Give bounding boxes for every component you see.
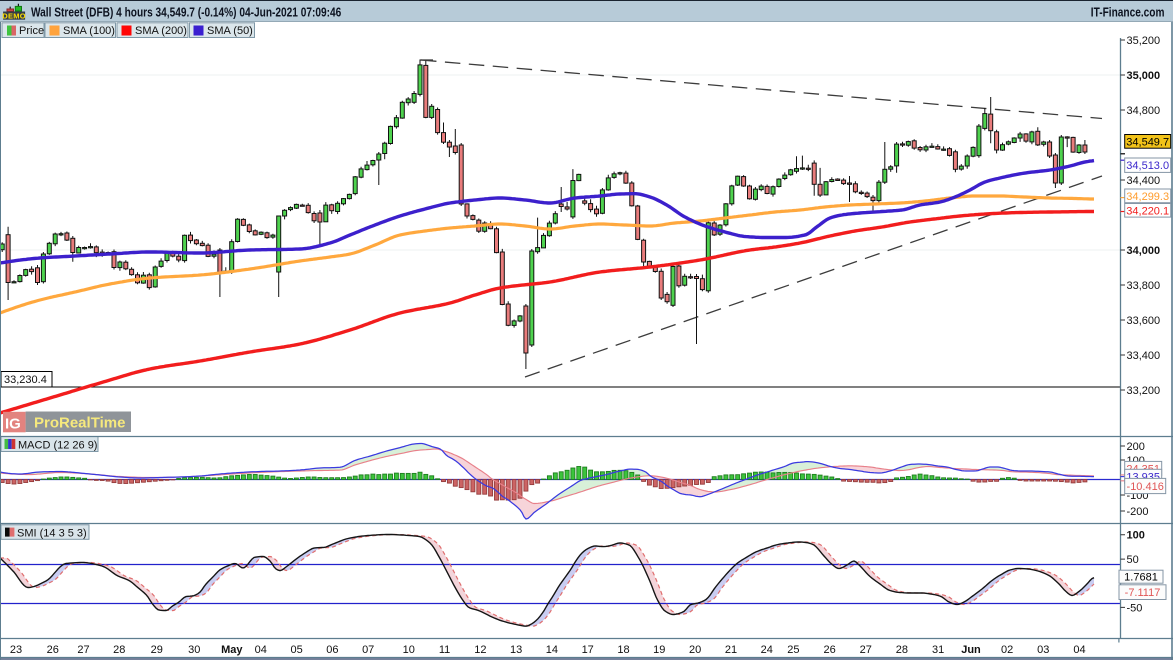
- svg-text:12: 12: [474, 644, 486, 656]
- svg-text:33,400: 33,400: [1127, 350, 1161, 362]
- svg-text:23: 23: [10, 644, 22, 656]
- svg-text:10: 10: [403, 644, 415, 656]
- svg-text:SMA (200): SMA (200): [135, 25, 187, 37]
- svg-text:18: 18: [617, 644, 629, 656]
- svg-text:IT-Finance.com: IT-Finance.com: [1091, 5, 1165, 19]
- svg-text:May: May: [221, 644, 243, 656]
- svg-text:33,200: 33,200: [1127, 385, 1161, 397]
- svg-text:34,400: 34,400: [1127, 175, 1161, 187]
- svg-text:34,220.1: 34,220.1: [1126, 205, 1169, 217]
- svg-text:-50: -50: [1127, 602, 1143, 614]
- svg-text:-200: -200: [1127, 506, 1149, 518]
- svg-text:31: 31: [932, 644, 944, 656]
- svg-text:28: 28: [896, 644, 908, 656]
- svg-text:26: 26: [47, 644, 59, 656]
- svg-text:27: 27: [77, 644, 89, 656]
- svg-text:20: 20: [689, 644, 701, 656]
- svg-text:30: 30: [188, 644, 200, 656]
- svg-text:SMA (50): SMA (50): [207, 25, 253, 37]
- svg-text:34,000: 34,000: [1127, 245, 1161, 257]
- svg-text:33,230.4: 33,230.4: [4, 374, 47, 386]
- svg-text:MACD (12 26 9): MACD (12 26 9): [18, 440, 97, 452]
- svg-text:-10.416: -10.416: [1127, 481, 1164, 493]
- svg-text:33,800: 33,800: [1127, 280, 1161, 292]
- svg-text:35,000: 35,000: [1127, 70, 1161, 82]
- svg-text:02: 02: [1001, 644, 1013, 656]
- svg-text:34,549.7: 34,549.7: [1126, 136, 1169, 148]
- svg-text:04: 04: [1073, 644, 1085, 656]
- svg-text:06: 06: [326, 644, 338, 656]
- svg-text:1.7681: 1.7681: [1124, 572, 1158, 584]
- svg-text:-7.1117: -7.1117: [1125, 587, 1161, 599]
- svg-text:50: 50: [1127, 554, 1139, 566]
- svg-text:07: 07: [362, 644, 374, 656]
- svg-text:25: 25: [787, 644, 799, 656]
- svg-text:19: 19: [653, 644, 665, 656]
- svg-text:03: 03: [1037, 644, 1049, 656]
- svg-text:ProRealTime: ProRealTime: [34, 415, 125, 432]
- svg-text:24: 24: [761, 644, 773, 656]
- svg-text:13: 13: [510, 644, 522, 656]
- svg-text:DEMO: DEMO: [2, 11, 26, 20]
- svg-text:05: 05: [290, 644, 302, 656]
- svg-text:21: 21: [725, 644, 737, 656]
- svg-text:26: 26: [823, 644, 835, 656]
- svg-text:34,513.0: 34,513.0: [1126, 160, 1169, 172]
- svg-text:28: 28: [113, 644, 125, 656]
- svg-text:Wall Street (DFB) 4 hours 34,5: Wall Street (DFB) 4 hours 34,549.7 (-0.1…: [31, 5, 342, 19]
- svg-text:200: 200: [1127, 441, 1145, 453]
- svg-text:11: 11: [439, 644, 450, 656]
- svg-text:04: 04: [255, 644, 267, 656]
- svg-text:35,200: 35,200: [1127, 35, 1161, 47]
- svg-text:SMI (14 3 5 3): SMI (14 3 5 3): [17, 528, 87, 540]
- svg-text:Jun: Jun: [961, 644, 981, 656]
- svg-text:17: 17: [582, 644, 594, 656]
- svg-text:34,299.3: 34,299.3: [1126, 191, 1169, 203]
- svg-text:34,800: 34,800: [1127, 105, 1161, 117]
- svg-text:14: 14: [546, 644, 558, 656]
- svg-text:SMA (100): SMA (100): [63, 25, 115, 37]
- svg-text:27: 27: [860, 644, 872, 656]
- svg-text:100: 100: [1127, 530, 1145, 542]
- svg-text:33,600: 33,600: [1127, 315, 1161, 327]
- svg-text:IG: IG: [5, 416, 21, 433]
- svg-text:Price: Price: [19, 25, 44, 37]
- svg-text:29: 29: [151, 644, 163, 656]
